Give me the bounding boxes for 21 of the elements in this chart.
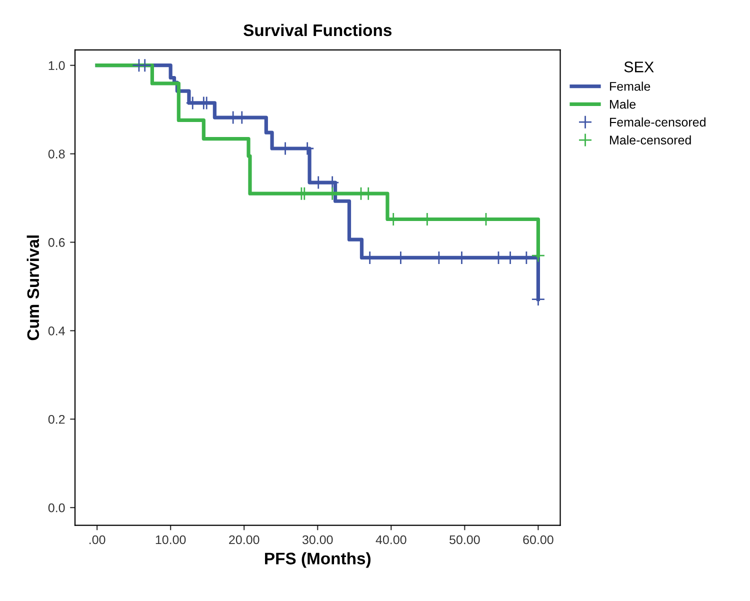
x-tick-label: .00 — [90, 535, 106, 544]
legend-label: Male-censored — [610, 135, 691, 145]
legend-label: Male — [610, 100, 636, 109]
legend-label: Female — [610, 82, 650, 91]
y-tick-label: 0.0 — [48, 503, 65, 512]
chart-title: Survival Functions — [244, 24, 392, 36]
y-tick-label: 1.0 — [48, 61, 65, 70]
legend-label: Female-censored — [610, 117, 706, 127]
y-tick-label: 0.2 — [48, 414, 65, 424]
y-axis-title: Cum Survival — [26, 236, 40, 340]
x-tick-label: 10.00 — [156, 535, 186, 544]
x-tick-label: 20.00 — [229, 535, 260, 544]
x-axis-title: PFS (Months) — [265, 552, 370, 568]
x-tick-label: 40.00 — [376, 535, 406, 544]
y-tick-label: 0.4 — [48, 326, 65, 336]
y-tick-label: 0.6 — [48, 238, 65, 247]
x-tick-label: 60.00 — [523, 535, 554, 544]
legend-title: SEX — [624, 62, 654, 72]
x-tick-label: 30.00 — [302, 535, 333, 544]
x-tick-label: 50.00 — [450, 535, 480, 544]
y-tick-label: 0.8 — [48, 150, 65, 158]
